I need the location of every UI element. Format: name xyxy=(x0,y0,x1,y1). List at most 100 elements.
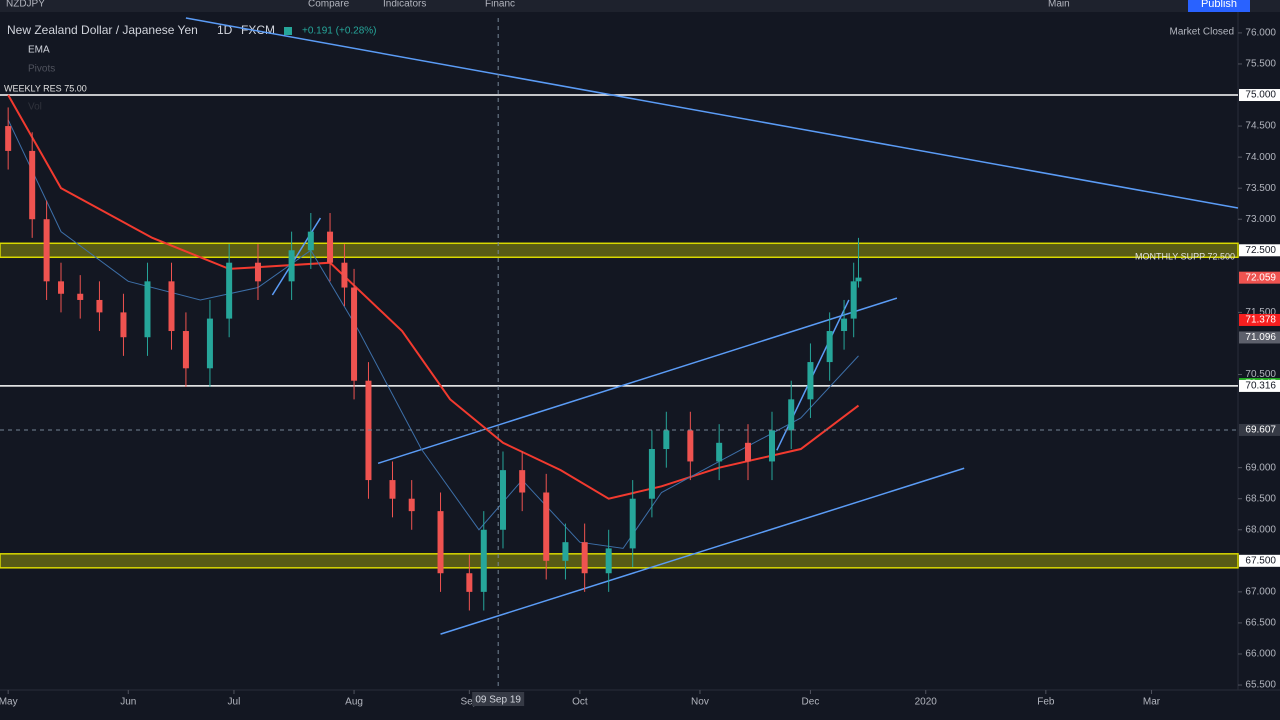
study-ema[interactable]: EMA xyxy=(28,45,50,56)
candle-body xyxy=(206,318,213,369)
source: FXCM xyxy=(241,23,275,37)
price-label: 75.000 xyxy=(1245,90,1276,101)
candle-body xyxy=(254,262,261,282)
y-tick-label: 76.000 xyxy=(1245,28,1276,39)
publish-button-bg[interactable] xyxy=(1188,0,1250,12)
price-label-bg xyxy=(1239,379,1280,392)
candle-body xyxy=(182,331,189,369)
candle-body xyxy=(543,492,550,561)
level-band xyxy=(0,553,1239,569)
change: +0.191 (+0.28%) xyxy=(302,26,377,37)
candle-body xyxy=(648,449,655,499)
y-tick-label: 73.500 xyxy=(1245,183,1276,194)
x-tick-label: Jul xyxy=(228,697,241,708)
price-label: 72.059 xyxy=(1245,272,1276,283)
instrument: New Zealand Dollar / Japanese Yen xyxy=(7,23,198,37)
x-tick-label: May xyxy=(0,697,18,708)
candle-body xyxy=(58,281,65,294)
candle-body xyxy=(499,470,506,530)
x-tick-label: Nov xyxy=(691,697,709,708)
y-tick-label: 65.500 xyxy=(1245,680,1276,691)
price-label-bg xyxy=(1239,423,1280,436)
y-tick-label: 74.000 xyxy=(1245,152,1276,163)
indicators-button[interactable]: Indicators xyxy=(383,0,426,10)
candle-body xyxy=(841,318,848,332)
candle-body xyxy=(663,430,670,450)
candle-body xyxy=(351,287,358,381)
crosshair-date: 09 Sep 19 xyxy=(475,695,521,706)
x-tick-label: Feb xyxy=(1037,697,1055,708)
interval: 1D xyxy=(217,23,233,37)
candle-body xyxy=(744,442,751,462)
trendline xyxy=(440,467,965,635)
candle-body xyxy=(77,293,84,300)
x-tick-label: Dec xyxy=(802,697,820,708)
y-tick-label: 67.000 xyxy=(1245,587,1276,598)
study-vol[interactable]: Vol xyxy=(28,102,42,113)
candle-body xyxy=(581,542,588,574)
candle-body xyxy=(826,331,833,363)
y-tick-label: 66.000 xyxy=(1245,649,1276,660)
y-tick-label: 68.000 xyxy=(1245,524,1276,535)
y-tick-label: 71.500 xyxy=(1245,307,1276,318)
candle-body xyxy=(389,480,396,499)
x-tick-label: Jun xyxy=(120,697,136,708)
candle-body xyxy=(144,281,151,338)
candle-body xyxy=(43,219,50,282)
trendline xyxy=(271,217,322,296)
price-label: 71.096 xyxy=(1245,332,1276,343)
price-axis xyxy=(1238,12,1280,720)
y-tick-label: 75.500 xyxy=(1245,59,1276,70)
price-label: 67.500 xyxy=(1245,555,1276,566)
candle-body xyxy=(480,529,487,592)
publish-button[interactable]: Publish xyxy=(1201,0,1237,10)
candle-body xyxy=(605,548,612,574)
candle-body xyxy=(716,442,723,462)
price-label: 71.378 xyxy=(1245,315,1276,326)
candle-body xyxy=(855,277,862,282)
price-label: 69.607 xyxy=(1245,425,1276,436)
candle-body xyxy=(629,498,636,549)
candle-body xyxy=(5,126,12,151)
price-label-bg xyxy=(1239,271,1280,284)
candle-body xyxy=(687,430,694,462)
y-tick-label: 69.000 xyxy=(1245,462,1276,473)
y-tick-label: 74.500 xyxy=(1245,121,1276,132)
financials-button[interactable]: Financ xyxy=(485,0,515,10)
crosshair-date-bg xyxy=(472,692,525,706)
price-label-bg xyxy=(1239,89,1280,102)
candle-body xyxy=(327,231,334,263)
candle-body xyxy=(807,362,814,400)
price-label-bg xyxy=(1239,554,1280,567)
level-label: MONTHLY SUPP 72.500 xyxy=(1135,252,1235,262)
trendline xyxy=(377,297,898,465)
candle-body xyxy=(307,231,314,251)
symbol[interactable]: NZDJPY xyxy=(6,0,45,10)
candle-body xyxy=(96,299,103,313)
candle-body xyxy=(29,150,36,220)
x-tick-label: Mar xyxy=(1143,697,1161,708)
price-label-bg xyxy=(1239,313,1280,326)
level-label: WEEKLY RES 75.00 xyxy=(4,83,87,93)
candle-body xyxy=(288,250,295,282)
price-label-bg xyxy=(1239,331,1280,344)
ema-line xyxy=(7,94,860,500)
compare-button[interactable]: Compare xyxy=(308,0,350,10)
layout-button[interactable]: Main xyxy=(1048,0,1070,10)
candle-body xyxy=(437,511,444,574)
candle-body xyxy=(466,573,473,592)
x-tick-label: 2020 xyxy=(915,697,938,708)
price-label-bg xyxy=(1239,244,1280,257)
market-status: Market Closed xyxy=(1170,27,1234,38)
candle-body xyxy=(226,262,233,319)
study-pivots[interactable]: Pivots xyxy=(28,64,55,75)
y-tick-label: 70.500 xyxy=(1245,369,1276,380)
x-tick-label: Aug xyxy=(345,697,363,708)
candle-body xyxy=(168,281,175,332)
candle-body xyxy=(341,262,348,288)
y-tick-label: 68.500 xyxy=(1245,493,1276,504)
status-dot xyxy=(284,27,292,35)
